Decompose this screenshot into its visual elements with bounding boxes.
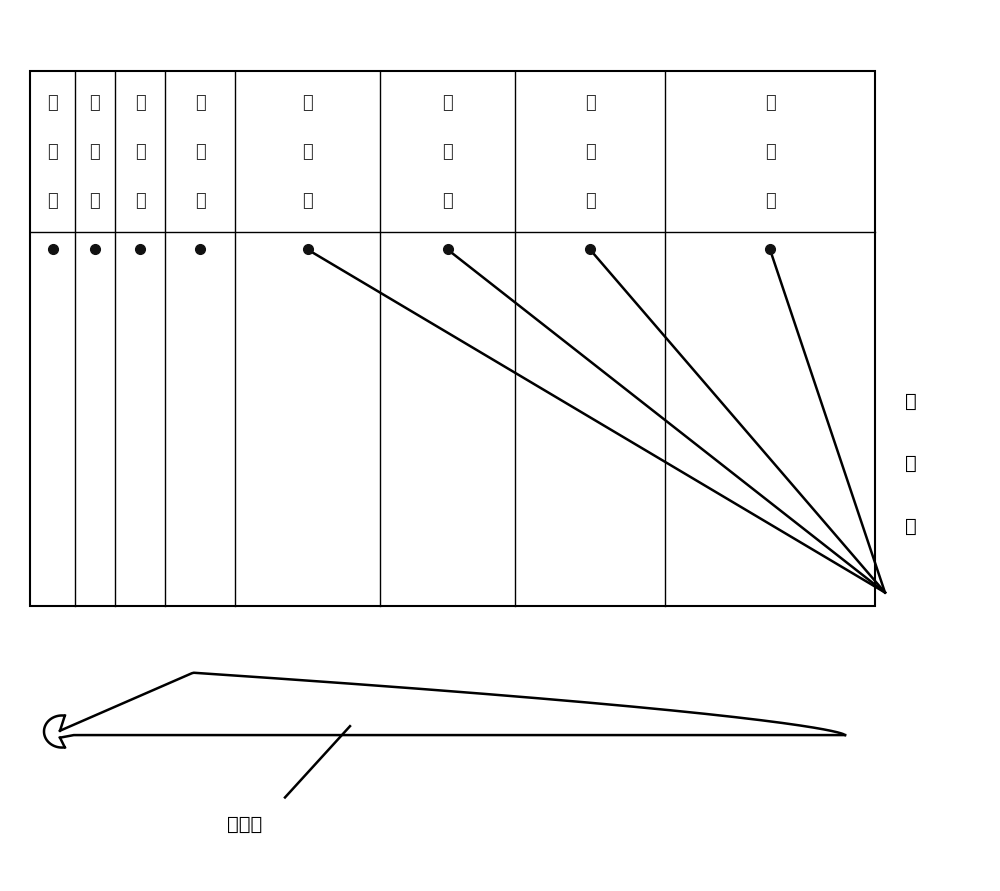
Text: 三: 三 [135, 192, 145, 209]
Text: 五: 五 [302, 192, 313, 209]
Text: 七: 七 [585, 192, 595, 209]
Bar [30, 71, 875, 606]
Text: 通: 通 [585, 94, 595, 111]
Text: 六: 六 [442, 192, 453, 209]
Text: 道: 道 [195, 143, 205, 160]
Text: 通: 通 [302, 94, 313, 111]
Text: 四: 四 [195, 192, 205, 209]
Text: 通: 通 [90, 94, 100, 111]
Text: 道: 道 [47, 143, 58, 160]
Text: 道: 道 [765, 143, 775, 160]
Text: 通: 通 [135, 94, 145, 111]
Text: 二: 二 [90, 192, 100, 209]
Text: 偶: 偶 [905, 517, 917, 535]
Text: 一: 一 [47, 192, 58, 209]
Text: 试验件: 试验件 [227, 815, 263, 834]
Text: 道: 道 [302, 143, 313, 160]
Text: 电: 电 [905, 454, 917, 473]
Text: 道: 道 [135, 143, 145, 160]
Text: 通: 通 [195, 94, 205, 111]
Text: 道: 道 [585, 143, 595, 160]
Text: 通: 通 [47, 94, 58, 111]
Text: 通: 通 [442, 94, 453, 111]
Text: 热: 热 [905, 392, 917, 411]
Text: 道: 道 [442, 143, 453, 160]
Text: 道: 道 [90, 143, 100, 160]
Text: 八: 八 [765, 192, 775, 209]
Text: 通: 通 [765, 94, 775, 111]
